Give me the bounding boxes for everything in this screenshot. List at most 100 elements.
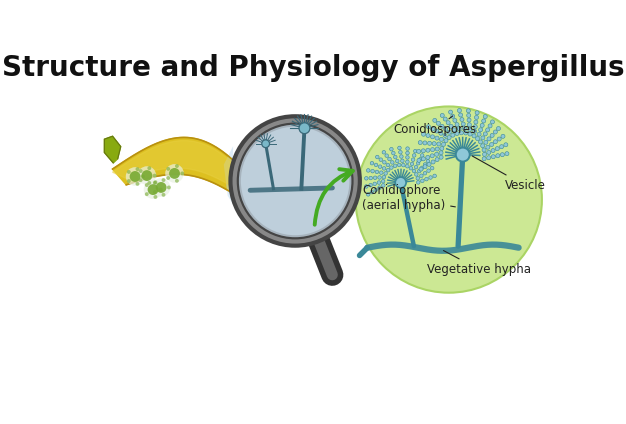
Circle shape xyxy=(411,158,415,162)
Circle shape xyxy=(165,164,184,183)
Circle shape xyxy=(451,114,454,118)
Circle shape xyxy=(464,131,468,135)
Circle shape xyxy=(447,130,451,134)
Circle shape xyxy=(396,159,399,163)
Circle shape xyxy=(395,177,406,188)
Circle shape xyxy=(144,180,162,199)
Circle shape xyxy=(427,169,430,173)
Circle shape xyxy=(486,145,490,149)
Circle shape xyxy=(430,166,434,170)
Polygon shape xyxy=(113,140,259,192)
Circle shape xyxy=(440,146,444,151)
Circle shape xyxy=(496,126,500,131)
Circle shape xyxy=(440,113,444,117)
Circle shape xyxy=(399,155,403,158)
Circle shape xyxy=(439,151,443,155)
Circle shape xyxy=(162,193,165,197)
Circle shape xyxy=(381,184,385,187)
Circle shape xyxy=(447,136,451,139)
Circle shape xyxy=(412,169,416,173)
Circle shape xyxy=(476,137,480,141)
Circle shape xyxy=(401,159,404,163)
Circle shape xyxy=(433,118,437,123)
Circle shape xyxy=(500,145,503,149)
Circle shape xyxy=(431,160,435,164)
Circle shape xyxy=(484,140,488,144)
Circle shape xyxy=(490,134,494,137)
Circle shape xyxy=(459,131,463,135)
Circle shape xyxy=(389,148,393,151)
Circle shape xyxy=(435,158,439,162)
Circle shape xyxy=(370,190,374,194)
Circle shape xyxy=(449,124,453,128)
Circle shape xyxy=(141,170,152,181)
Circle shape xyxy=(420,166,424,170)
Circle shape xyxy=(433,174,436,178)
Circle shape xyxy=(468,132,472,136)
Circle shape xyxy=(369,183,372,187)
Circle shape xyxy=(487,151,491,154)
Circle shape xyxy=(430,154,434,158)
Circle shape xyxy=(444,139,448,143)
Text: Structure and Physiology of Aspergillus: Structure and Physiology of Aspergillus xyxy=(2,54,624,83)
Circle shape xyxy=(483,132,487,136)
Circle shape xyxy=(382,167,386,170)
Circle shape xyxy=(386,163,389,167)
Circle shape xyxy=(486,128,490,132)
Circle shape xyxy=(138,166,156,185)
Circle shape xyxy=(421,132,426,136)
Circle shape xyxy=(421,157,426,161)
Circle shape xyxy=(151,178,170,197)
Circle shape xyxy=(391,161,394,164)
Circle shape xyxy=(398,146,401,150)
Circle shape xyxy=(167,167,170,171)
Circle shape xyxy=(431,127,434,131)
Circle shape xyxy=(479,128,483,132)
Circle shape xyxy=(145,183,149,187)
Circle shape xyxy=(491,155,495,159)
Circle shape xyxy=(366,192,370,196)
Circle shape xyxy=(482,148,486,152)
Circle shape xyxy=(483,114,487,119)
Circle shape xyxy=(410,162,414,166)
Circle shape xyxy=(156,182,167,193)
Circle shape xyxy=(147,181,151,185)
Circle shape xyxy=(481,144,485,148)
Polygon shape xyxy=(223,146,233,204)
Circle shape xyxy=(452,128,456,132)
Circle shape xyxy=(474,120,478,124)
Circle shape xyxy=(394,155,397,159)
Circle shape xyxy=(497,137,501,141)
Circle shape xyxy=(376,155,379,159)
Circle shape xyxy=(421,153,424,157)
Circle shape xyxy=(468,123,471,127)
Text: Vesicle: Vesicle xyxy=(472,156,545,192)
Circle shape xyxy=(145,192,149,196)
Circle shape xyxy=(490,142,494,147)
Circle shape xyxy=(392,151,395,155)
Circle shape xyxy=(504,143,508,147)
Circle shape xyxy=(406,147,409,151)
Circle shape xyxy=(458,109,461,112)
Circle shape xyxy=(493,130,497,134)
Polygon shape xyxy=(105,136,121,163)
Circle shape xyxy=(427,162,431,166)
Circle shape xyxy=(364,176,368,180)
Circle shape xyxy=(147,166,151,170)
Circle shape xyxy=(459,113,463,117)
Circle shape xyxy=(482,157,486,161)
Circle shape xyxy=(423,171,427,175)
Circle shape xyxy=(426,155,430,159)
Circle shape xyxy=(377,176,381,179)
Circle shape xyxy=(418,169,421,173)
Circle shape xyxy=(406,165,409,168)
Circle shape xyxy=(478,140,483,144)
Circle shape xyxy=(443,117,447,121)
Circle shape xyxy=(434,129,439,133)
Circle shape xyxy=(457,127,461,131)
Circle shape xyxy=(472,134,476,138)
Circle shape xyxy=(483,152,486,156)
Circle shape xyxy=(393,164,397,167)
Circle shape xyxy=(505,152,509,156)
Circle shape xyxy=(488,124,492,128)
